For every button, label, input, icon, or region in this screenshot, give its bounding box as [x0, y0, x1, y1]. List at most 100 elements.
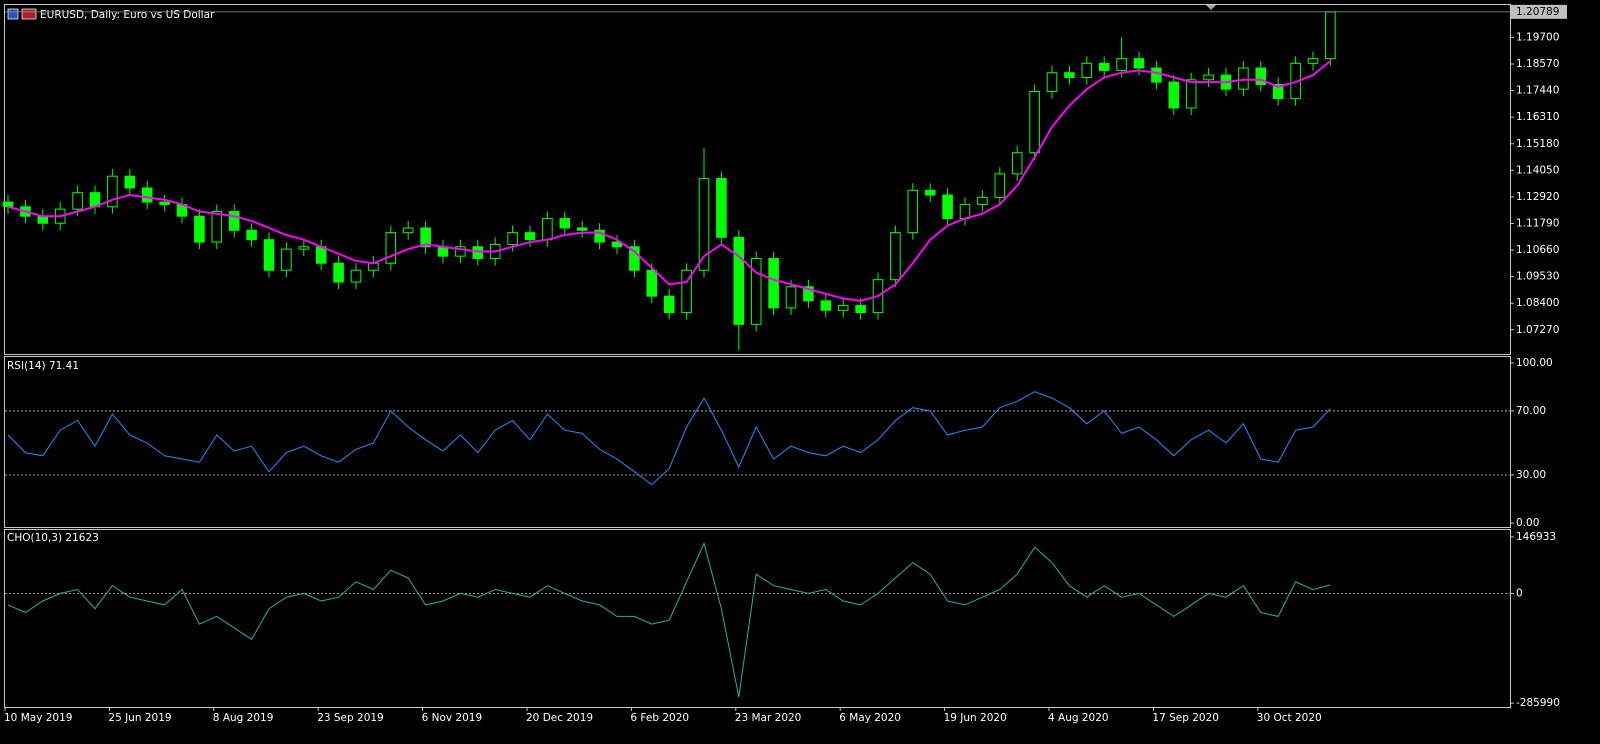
x-tick-label: 10 May 2019 — [4, 712, 72, 724]
candle-body — [785, 286, 797, 309]
candle-body — [1081, 62, 1093, 78]
y-tick-label: 30.00 — [1516, 469, 1546, 481]
candle-body — [124, 175, 136, 189]
y-tick-label: 0 — [1516, 587, 1523, 599]
y-tick-label: 1.14050 — [1516, 164, 1559, 176]
candle-body — [942, 194, 953, 220]
y-tick-label: 1.17440 — [1516, 85, 1559, 97]
candle-body — [733, 236, 745, 325]
y-tick-label: 0.00 — [1516, 517, 1539, 529]
indicator-line — [7, 391, 1331, 486]
candle-body — [959, 203, 971, 220]
candle-body — [1133, 58, 1145, 69]
x-tick-label: 25 Jun 2019 — [108, 712, 171, 724]
y-tick-label: 1.18570 — [1516, 58, 1559, 70]
y-tick-label: 1.16310 — [1516, 111, 1559, 123]
candle-body — [1185, 79, 1197, 109]
x-tick-label: 19 Jun 2020 — [944, 712, 1007, 724]
rsi-pane-frame — [4, 356, 1511, 528]
x-tick-label: 8 Aug 2019 — [213, 712, 274, 724]
candle-body — [907, 189, 919, 234]
y-tick-label: 70.00 — [1516, 405, 1546, 417]
candle-body — [333, 262, 344, 283]
candle-body — [663, 295, 675, 314]
candle-body — [768, 258, 779, 309]
candle-body — [211, 210, 223, 243]
candle-body — [1116, 58, 1127, 71]
candle-body — [1064, 72, 1075, 78]
candle-body — [263, 239, 275, 271]
candle-body — [141, 187, 153, 203]
candle-body — [994, 173, 1006, 198]
cho-title: CHO(10,3) 21623 — [7, 532, 99, 544]
y-tick-label: 1.15180 — [1516, 138, 1559, 150]
candle-body — [629, 246, 640, 271]
y-tick-label: 1.07270 — [1516, 324, 1559, 336]
candle-body — [716, 178, 727, 238]
y-tick-label: 1.12920 — [1516, 191, 1559, 203]
candle-body — [542, 218, 553, 241]
x-tick-label: 6 Nov 2019 — [422, 712, 483, 724]
candle-body — [350, 269, 362, 283]
y-tick-label: 1.10660 — [1516, 244, 1559, 256]
candle-body — [402, 227, 414, 234]
candle-body — [1255, 67, 1267, 85]
candle-body — [1029, 91, 1040, 154]
candle-body — [1046, 72, 1058, 93]
last-price-label: 1.20789 — [1516, 6, 1559, 18]
candle-body — [194, 215, 205, 243]
candle-body — [750, 258, 762, 325]
candle-body — [2, 201, 14, 208]
candle-body — [1307, 58, 1319, 64]
candle-body — [803, 286, 814, 302]
x-tick-label: 4 Aug 2020 — [1048, 712, 1109, 724]
y-tick-label: 1.11790 — [1516, 217, 1559, 229]
main-pane-frame — [4, 4, 1511, 355]
candle-body — [1325, 11, 1336, 60]
candle-body — [576, 227, 588, 231]
candle-body — [1151, 67, 1162, 83]
cho-pane-frame — [4, 529, 1511, 708]
candle-body — [1238, 67, 1249, 90]
candle-body — [524, 232, 536, 241]
candle-body — [37, 215, 49, 224]
candle-body — [1272, 83, 1284, 100]
x-tick-label: 30 Oct 2020 — [1257, 712, 1322, 724]
candle-body — [455, 246, 466, 257]
candle-body — [107, 175, 118, 208]
candle-body — [385, 232, 397, 264]
candle-body — [1011, 152, 1023, 175]
candle-body — [837, 305, 849, 311]
candle-body — [228, 210, 240, 231]
symbol-icon — [7, 8, 37, 20]
candle-body — [420, 227, 431, 248]
moving-average — [7, 60, 1332, 302]
candle-body — [368, 262, 379, 271]
candle-body — [1168, 81, 1180, 109]
candle-body — [246, 229, 257, 241]
x-tick-label: 23 Mar 2020 — [735, 712, 802, 724]
y-tick-label: -285990 — [1516, 697, 1560, 709]
candle-body — [646, 269, 658, 297]
y-tick-label: 1.08400 — [1516, 297, 1559, 309]
candle-body — [977, 196, 988, 205]
x-tick-label: 23 Sep 2019 — [317, 712, 384, 724]
candle-body — [611, 241, 623, 248]
candle-body — [507, 232, 518, 245]
y-tick-label: 146933 — [1516, 531, 1556, 543]
x-tick-label: 20 Dec 2019 — [526, 712, 593, 724]
indicator-line — [7, 541, 1331, 698]
candle-body — [298, 246, 310, 250]
candle-body — [890, 232, 901, 281]
candle-body — [281, 248, 292, 271]
candle-body — [594, 229, 605, 243]
candle-body — [72, 192, 83, 210]
x-tick-label: 17 Sep 2020 — [1152, 712, 1219, 724]
candle-body — [159, 201, 170, 205]
y-tick-label: 1.19700 — [1516, 31, 1559, 43]
candle-body — [698, 178, 710, 271]
candle-body — [315, 246, 327, 264]
x-tick-label: 6 May 2020 — [839, 712, 901, 724]
